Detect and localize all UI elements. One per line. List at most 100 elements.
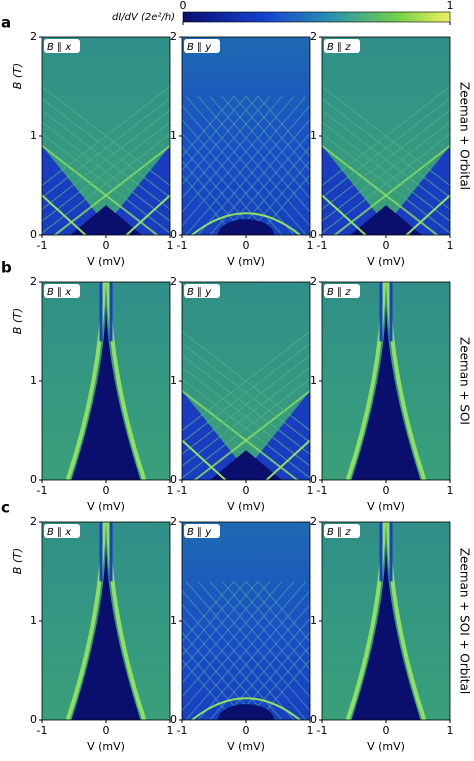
heatmap-line <box>185 96 307 235</box>
heatmap-line <box>182 631 259 720</box>
y-tick-label: 0 <box>310 713 317 726</box>
heatmap-line <box>245 581 310 657</box>
heatmap-line <box>182 366 310 467</box>
heatmap-edge <box>106 522 147 720</box>
heatmap-line <box>209 581 310 698</box>
y-tick-label: 2 <box>30 30 37 43</box>
x-tick-label: 1 <box>447 724 454 737</box>
colorbar-tick-label: 0 <box>180 0 187 12</box>
row-title: Zeeman + SOI <box>458 337 472 425</box>
y-tick-label: 2 <box>170 30 177 43</box>
y-tick-label: 0 <box>170 473 177 486</box>
heatmap-bg <box>182 522 310 720</box>
panel-label: B ∥ x <box>47 287 71 298</box>
heatmap-region <box>42 145 170 235</box>
heatmap-line <box>42 109 170 210</box>
x-tick-label: 1 <box>307 724 314 737</box>
heatmap-line <box>405 194 450 235</box>
heatmap-edge <box>386 282 427 480</box>
heatmap-line <box>182 146 259 235</box>
x-axis-label: V (mV) <box>367 500 405 513</box>
heatmap <box>322 522 450 720</box>
panel-label-bg <box>184 524 220 538</box>
heatmap-core <box>71 305 141 480</box>
heatmap-line <box>125 194 170 235</box>
heatmap-line <box>233 96 310 186</box>
heatmap <box>182 522 310 720</box>
heatmap-line <box>322 121 450 222</box>
heatmap-region <box>322 145 450 235</box>
x-tick-label: 0 <box>103 239 110 252</box>
heatmap-line <box>182 96 235 158</box>
heatmap-line <box>322 86 450 186</box>
y-tick-label: 1 <box>310 614 317 627</box>
y-tick-label: 0 <box>30 473 37 486</box>
y-tick-label: 1 <box>310 129 317 142</box>
heatmap-line <box>233 581 310 671</box>
x-axis-label: V (mV) <box>227 255 265 268</box>
heatmap-line <box>185 581 307 720</box>
x-tick-label: -1 <box>37 484 48 497</box>
panel-letter: c <box>1 499 10 517</box>
y-tick-label: 1 <box>30 129 37 142</box>
x-tick-label: 0 <box>243 239 250 252</box>
heatmap-line <box>257 96 310 158</box>
y-tick-label: 0 <box>310 228 317 241</box>
heatmap-line <box>182 581 235 643</box>
x-axis-label: V (mV) <box>87 500 125 513</box>
heatmap-line <box>322 97 450 198</box>
heatmap-line <box>221 581 310 684</box>
heatmap-edge <box>191 697 301 720</box>
heatmap-line <box>322 133 450 234</box>
heatmap-line <box>182 132 271 235</box>
y-tick-label: 2 <box>170 275 177 288</box>
heatmap-region <box>182 390 310 480</box>
x-tick-label: 1 <box>167 724 174 737</box>
y-tick-label: 0 <box>30 228 37 241</box>
y-tick-label: 2 <box>170 515 177 528</box>
heatmap-edge <box>99 282 113 342</box>
heatmap-line <box>42 121 170 222</box>
heatmap-line <box>182 589 295 720</box>
heatmap-edge <box>99 522 113 582</box>
y-tick-label: 1 <box>30 374 37 387</box>
x-tick-label: -1 <box>37 724 48 737</box>
heatmap-edge <box>65 522 106 720</box>
panel-label: B ∥ x <box>47 42 71 53</box>
x-tick-label: 0 <box>103 484 110 497</box>
panel-label-bg <box>44 524 80 538</box>
colorbar-tick-label: 1 <box>447 0 454 12</box>
y-tick-label: 2 <box>30 275 37 288</box>
x-tick-label: 0 <box>243 724 250 737</box>
heatmap-line <box>182 603 283 720</box>
y-tick-label: 1 <box>30 614 37 627</box>
heatmap-line <box>265 439 310 480</box>
panel-label: B ∥ y <box>187 527 212 538</box>
y-tick-label: 0 <box>30 713 37 726</box>
heatmap-line <box>182 331 310 431</box>
x-tick-label: -1 <box>317 239 328 252</box>
y-tick-label: 0 <box>170 713 177 726</box>
heatmap-core <box>70 205 142 235</box>
x-tick-label: 0 <box>243 484 250 497</box>
heatmap-core <box>350 205 422 235</box>
heatmap-edge <box>191 212 301 235</box>
panel-label-bg <box>324 524 360 538</box>
heatmap-line <box>209 96 310 213</box>
x-tick-label: -1 <box>317 724 328 737</box>
x-tick-label: 1 <box>447 484 454 497</box>
heatmap-line <box>42 86 170 186</box>
panel-label: B ∥ y <box>187 42 212 53</box>
panel-label: B ∥ z <box>327 527 351 538</box>
heatmap-line <box>322 194 367 235</box>
x-tick-label: 1 <box>447 239 454 252</box>
heatmap-line <box>42 194 87 235</box>
x-tick-label: -1 <box>177 724 188 737</box>
heatmap-line <box>42 97 170 198</box>
panel-label-bg <box>184 39 220 53</box>
heatmap-edge <box>386 522 427 720</box>
heatmap-edge <box>106 282 147 480</box>
heatmap <box>42 522 170 720</box>
heatmap-line <box>182 378 310 479</box>
panel-label-bg <box>324 284 360 298</box>
